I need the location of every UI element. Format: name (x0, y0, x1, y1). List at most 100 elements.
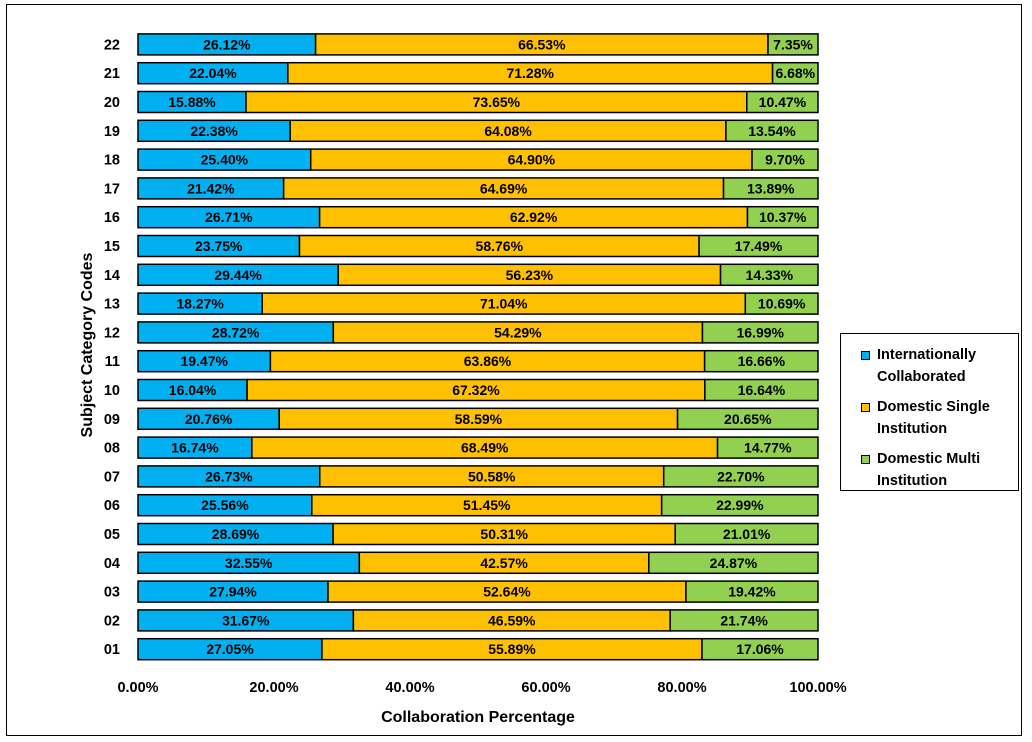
data-label-international-01: 27.05% (206, 641, 254, 657)
data-label-domestic-single-01: 55.89% (488, 641, 536, 657)
data-label-domestic-single-07: 50.58% (468, 468, 516, 484)
bar-domestic-multi-07 (662, 465, 819, 488)
x-tick-label-3: 60.00% (521, 680, 570, 696)
data-label-domestic-single-21: 71.28% (506, 65, 554, 81)
data-label-domestic-single-12: 54.29% (494, 324, 542, 340)
data-label-domestic-single-17: 64.69% (480, 180, 528, 196)
data-label-domestic-single-16: 62.92% (510, 209, 558, 225)
data-label-international-07: 26.73% (205, 468, 253, 484)
y-tick-label-15: 15 (104, 239, 120, 255)
bar-domestic-multi-19 (725, 119, 819, 143)
data-label-domestic-multi-18: 9.70% (765, 152, 805, 168)
y-tick-label-06: 06 (104, 498, 120, 514)
data-label-international-14: 29.44% (214, 267, 262, 283)
data-label-domestic-multi-04: 24.87% (710, 555, 758, 571)
data-label-international-15: 23.75% (195, 238, 243, 254)
data-label-domestic-multi-22: 7.35% (773, 36, 813, 52)
data-label-domestic-single-19: 64.08% (484, 123, 532, 139)
data-label-domestic-single-14: 56.23% (506, 267, 554, 283)
bar-domestic-multi-14 (719, 263, 819, 287)
data-label-domestic-multi-15: 17.49% (735, 238, 783, 254)
data-label-domestic-multi-12: 16.99% (736, 324, 784, 340)
y-tick-label-11: 11 (105, 354, 120, 370)
x-tick-label-4: 80.00% (657, 680, 706, 696)
chart-frame (6, 4, 1022, 736)
y-tick-label-04: 04 (104, 556, 120, 572)
data-label-domestic-multi-02: 21.74% (720, 612, 768, 628)
x-tick-label-1: 20.00% (249, 680, 298, 696)
y-tick-label-09: 09 (104, 412, 120, 428)
y-tick-label-03: 03 (104, 585, 120, 601)
y-tick-label-16: 16 (104, 210, 120, 226)
y-tick-label-02: 02 (104, 613, 120, 629)
data-label-domestic-single-08: 68.49% (461, 440, 509, 456)
data-label-domestic-single-20: 73.65% (473, 94, 521, 110)
data-label-domestic-multi-07: 22.70% (717, 468, 765, 484)
y-tick-label-22: 22 (104, 37, 120, 53)
bar-domestic-multi-08 (716, 436, 819, 459)
data-label-international-16: 26.71% (205, 209, 253, 225)
data-label-domestic-multi-17: 13.89% (747, 180, 795, 196)
bar-domestic-multi-13 (744, 292, 819, 315)
data-label-international-21: 22.04% (189, 65, 237, 81)
data-label-international-04: 32.55% (225, 555, 273, 571)
bar-domestic-multi-02 (669, 609, 819, 632)
data-label-international-20: 15.88% (168, 94, 216, 110)
data-label-international-09: 20.76% (185, 411, 233, 427)
data-label-domestic-multi-06: 22.99% (716, 497, 764, 513)
bar-domestic-multi-16 (746, 205, 819, 229)
legend-label-international: Internationally Collaborated (877, 347, 977, 385)
y-tick-label-18: 18 (104, 153, 120, 169)
data-label-domestic-single-15: 58.76% (476, 238, 524, 254)
bar-domestic-multi-17 (722, 177, 819, 200)
bar-domestic-multi-15 (698, 234, 819, 258)
data-label-international-05: 28.69% (212, 526, 260, 542)
data-label-international-17: 21.42% (187, 180, 235, 196)
y-tick-label-21: 21 (104, 66, 120, 82)
data-label-domestic-single-13: 71.04% (480, 296, 528, 312)
data-label-domestic-single-02: 46.59% (488, 612, 536, 628)
data-label-domestic-multi-03: 19.42% (728, 584, 776, 600)
data-label-international-08: 16.74% (171, 440, 219, 456)
data-label-domestic-multi-08: 14.77% (744, 440, 792, 456)
data-label-domestic-single-22: 66.53% (518, 36, 566, 52)
data-label-domestic-multi-09: 20.65% (724, 411, 772, 427)
x-tick-label-5: 100.00% (789, 680, 846, 696)
legend: Internationally Collaborated Domestic Si… (840, 333, 1019, 491)
y-tick-label-19: 19 (104, 124, 120, 140)
y-tick-label-13: 13 (104, 297, 120, 313)
data-label-domestic-multi-14: 14.33% (746, 267, 794, 283)
y-tick-label-20: 20 (104, 95, 120, 111)
bar-domestic-multi-20 (746, 90, 819, 114)
legend-label-domestic-single: Domestic Single Institution (877, 399, 990, 437)
x-tick-labels: 0.00% 20.00% 40.00% 60.00% 80.00% 100.00% (117, 680, 846, 696)
data-label-international-12: 28.72% (212, 324, 260, 340)
bar-domestic-multi-06 (660, 493, 819, 517)
bar-domestic-multi-09 (676, 407, 819, 431)
data-label-international-22: 26.12% (203, 36, 251, 52)
bar-domestic-multi-05 (674, 522, 819, 546)
data-label-domestic-multi-21: 6.68% (775, 65, 815, 81)
y-tick-label-07: 07 (104, 469, 120, 485)
data-label-domestic-multi-01: 17.06% (736, 641, 784, 657)
legend-swatch-domestic-multi (861, 455, 870, 464)
bar-domestic-multi-03 (685, 580, 819, 603)
data-label-international-06: 25.56% (201, 497, 249, 513)
data-label-domestic-single-06: 51.45% (463, 497, 511, 513)
y-tick-label-08: 08 (104, 441, 120, 457)
y-tick-label-14: 14 (104, 268, 120, 284)
data-label-domestic-single-09: 58.59% (455, 411, 503, 427)
bars-group: 27.05% 55.89% 17.06% 31.67% 46.59% 21.74% 27.9… (137, 33, 819, 661)
data-label-international-18: 25.40% (201, 152, 249, 168)
bar-domestic-multi-01 (701, 637, 819, 661)
data-label-international-13: 18.27% (176, 296, 224, 312)
legend-swatch-international (861, 351, 870, 360)
data-label-international-10: 16.04% (169, 382, 217, 398)
data-label-domestic-multi-19: 13.54% (748, 123, 796, 139)
x-axis-title: Collaboration Percentage (381, 709, 575, 726)
bar-domestic-multi-21 (771, 61, 819, 85)
data-label-international-03: 27.94% (209, 584, 257, 600)
x-tick-label-2: 40.00% (385, 680, 434, 696)
y-axis-title: Subject Category Codes (79, 252, 96, 437)
